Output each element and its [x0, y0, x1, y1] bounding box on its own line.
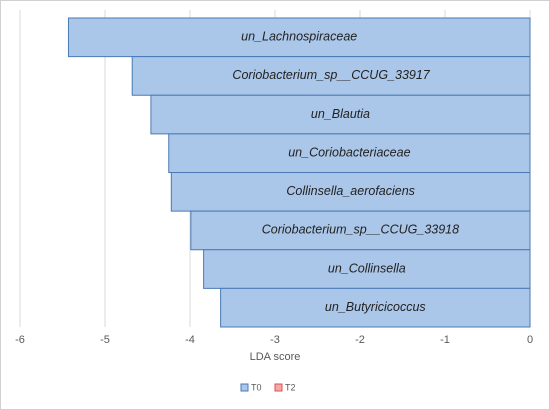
category-label: un_Lachnospiraceae — [241, 30, 357, 44]
bar — [170, 172, 531, 212]
x-tick-label: -4 — [185, 334, 195, 346]
bar — [168, 133, 531, 173]
bar — [203, 249, 531, 289]
category-label: un_Coriobacteriaceae — [288, 145, 410, 159]
bar — [67, 17, 531, 58]
bar — [150, 94, 531, 135]
x-tick-label: -3 — [270, 334, 280, 346]
x-tick-label: -1 — [440, 334, 450, 346]
x-axis-label: LDA score — [250, 351, 301, 363]
x-tick-label: -5 — [100, 334, 110, 346]
category-label: Coriobacterium_sp__CCUG_33917 — [232, 68, 430, 82]
legend-label: T0 — [251, 382, 262, 392]
bar — [220, 287, 531, 328]
category-label: Collinsella_aerofaciens — [286, 184, 415, 198]
legend-swatch — [240, 383, 249, 392]
category-label: un_Butyricicoccus — [325, 300, 426, 314]
legend-label: T2 — [285, 382, 296, 392]
bar — [131, 56, 531, 96]
category-label: Coriobacterium_sp__CCUG_33918 — [262, 223, 459, 237]
bar — [190, 210, 531, 251]
category-label: un_Collinsella — [328, 261, 406, 275]
x-tick-label: -2 — [355, 334, 365, 346]
legend-swatch — [274, 383, 283, 392]
x-tick-label: -6 — [15, 334, 25, 346]
x-tick-label: 0 — [527, 334, 533, 346]
category-label: un_Blautia — [311, 107, 370, 121]
